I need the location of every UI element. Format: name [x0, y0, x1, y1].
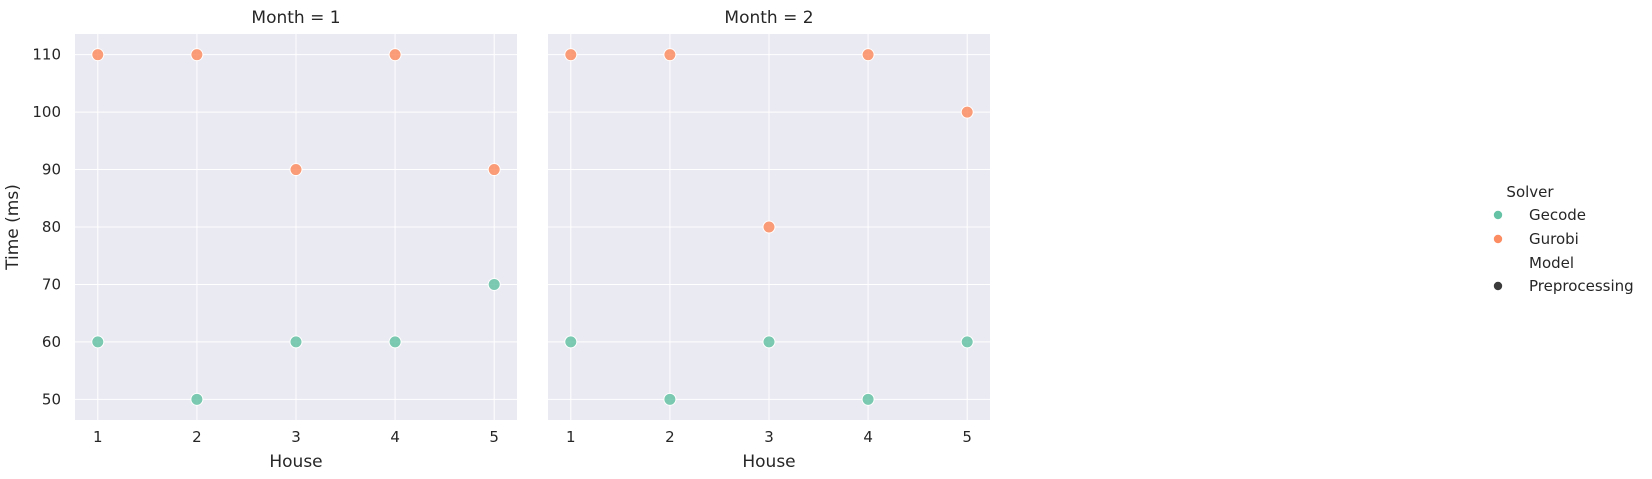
- x-tick-label: 3: [291, 428, 301, 446]
- scatter-points: [564, 48, 974, 406]
- facet-panel-month-2: 1 2 3 4 5 Month = 2 House: [548, 8, 990, 472]
- legend-label-gecode: Gecode: [1529, 206, 1586, 224]
- scatter-point-gecode: [91, 335, 105, 349]
- scatter-point-gurobi: [487, 163, 501, 177]
- legend-label-gurobi: Gurobi: [1529, 230, 1579, 248]
- x-tick-label: 3: [764, 428, 774, 446]
- y-tick-label: 80: [42, 218, 61, 236]
- legend: Solver Gecode Gurobi Model Preprocessing: [1493, 183, 1634, 295]
- scatter-point-gurobi: [762, 220, 776, 234]
- y-tick-label: 50: [42, 390, 61, 408]
- y-tick-label: 70: [42, 275, 61, 293]
- x-tick-label: 5: [962, 428, 972, 446]
- legend-label-preprocessing: Preprocessing: [1529, 277, 1634, 295]
- y-axis-title: Time (ms): [3, 184, 23, 271]
- y-tick-labels: 50 60 70 80 90 100 110: [32, 46, 61, 409]
- legend-marker-preprocessing: [1493, 281, 1503, 291]
- panel-title: Month = 1: [251, 8, 340, 28]
- panel-title: Month = 2: [724, 8, 813, 28]
- scatter-point-gecode: [487, 277, 501, 291]
- x-tick-label: 4: [390, 428, 400, 446]
- x-tick-label: 4: [863, 428, 873, 446]
- x-axis-title: House: [269, 452, 322, 472]
- x-tick-label: 5: [489, 428, 499, 446]
- scatter-point-gurobi: [388, 48, 402, 62]
- y-tick-label: 60: [42, 333, 61, 351]
- y-tick-label: 100: [32, 103, 61, 121]
- facet-panel-month-1: 1 2 3 4 5 50 60 70 80 90 100 110 Month = 1 House T…: [3, 8, 517, 472]
- scatter-point-gecode: [564, 335, 578, 349]
- scatter-point-gurobi: [861, 48, 875, 62]
- legend-title-solver: Solver: [1506, 183, 1554, 201]
- scatter-point-gecode: [190, 392, 204, 406]
- x-tick-label: 1: [566, 428, 576, 446]
- y-tick-label: 110: [32, 46, 61, 64]
- scatter-point-gurobi: [663, 48, 677, 62]
- x-tick-label: 1: [93, 428, 103, 446]
- legend-title-model: Model: [1529, 254, 1574, 272]
- scatter-point-gecode: [762, 335, 776, 349]
- scatter-point-gurobi: [91, 48, 105, 62]
- scatter-point-gecode: [960, 335, 974, 349]
- scatter-point-gecode: [663, 392, 677, 406]
- scatter-point-gecode: [861, 392, 875, 406]
- scatter-point-gurobi: [289, 163, 303, 177]
- scatter-point-gecode: [289, 335, 303, 349]
- x-axis-title: House: [742, 452, 795, 472]
- x-tick-labels: 1 2 3 4 5: [566, 428, 972, 446]
- x-tick-label: 2: [665, 428, 675, 446]
- scatter-points: [91, 48, 501, 406]
- scatter-point-gurobi: [190, 48, 204, 62]
- legend-marker-gurobi: [1493, 234, 1503, 244]
- x-tick-labels: 1 2 3 4 5: [93, 428, 499, 446]
- scatter-point-gurobi: [564, 48, 578, 62]
- scatter-point-gecode: [388, 335, 402, 349]
- y-tick-label: 90: [42, 161, 61, 179]
- legend-marker-gecode: [1493, 210, 1503, 220]
- scatter-point-gurobi: [960, 105, 974, 119]
- x-tick-label: 2: [192, 428, 202, 446]
